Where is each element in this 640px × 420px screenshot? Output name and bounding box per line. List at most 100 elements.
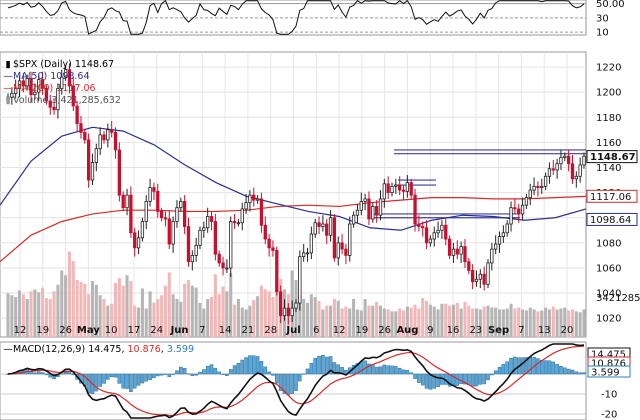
macd-histogram-bar: [286, 373, 291, 396]
candle-body: [513, 207, 517, 210]
candle-body: [451, 248, 456, 256]
macd-histogram-bar: [513, 356, 517, 375]
volume-bar: [98, 295, 102, 337]
candle-body: [186, 226, 191, 263]
date-tick-label: 19: [356, 325, 369, 336]
volume-bar: [202, 308, 206, 337]
candle-body: [163, 217, 168, 220]
candle-body: [540, 185, 544, 188]
volume-bar: [240, 307, 244, 337]
volume-bar: [486, 305, 490, 337]
symbol-swatch-icon: ▮: [5, 59, 11, 70]
macd-histogram-bar: [40, 372, 45, 375]
candle-body: [547, 168, 552, 177]
macd-hist-value: 3.599: [166, 344, 195, 355]
volume-bar: [467, 305, 471, 337]
macd-label: MACD(12,26,9): [13, 344, 86, 355]
macd-swatch-icon: —: [3, 344, 13, 355]
date-tick-label: 21: [242, 325, 255, 336]
date-tick-label: 9: [427, 325, 433, 336]
candle-body: [17, 80, 22, 89]
macd-histogram-bar: [401, 369, 406, 375]
macd-histogram-bar: [501, 364, 506, 375]
volume-bar: [233, 304, 237, 337]
macd-histogram-bar: [578, 372, 582, 375]
macd-histogram-bar: [424, 373, 429, 389]
macd-histogram-bar: [463, 373, 467, 385]
last-price-tag-box: [586, 150, 638, 164]
candle-body: [194, 244, 198, 256]
macd-hist-tag-box: [587, 365, 631, 378]
date-tick-label: Jun: [170, 325, 189, 336]
volume-bar: [79, 281, 83, 337]
price-tick-label: 1020: [596, 314, 621, 325]
macd-histogram-bar: [309, 362, 314, 375]
macd-histogram-bar: [574, 371, 579, 375]
volume-bar: [137, 307, 141, 337]
rsi-tick-label: 50.00: [596, 0, 625, 10]
macd-histogram-bar: [428, 373, 433, 390]
date-tick-label: 12: [333, 325, 346, 336]
macd-signal-value: 10.876: [127, 344, 161, 355]
candle-body: [152, 187, 156, 192]
candle-body: [497, 236, 502, 245]
volume-bar: [14, 297, 18, 337]
candle-body: [570, 163, 575, 180]
volume-legend: ▮ Volume 3,421,285,632: [3, 95, 121, 107]
ma50-price-tag: 1098.64: [590, 215, 631, 226]
candle-body: [79, 123, 83, 133]
macd-histogram-bar: [198, 371, 202, 375]
volume-value: 3,421,285,632: [51, 95, 121, 106]
macd-histogram-bar: [432, 373, 437, 389]
date-tick-label: 26: [59, 325, 72, 336]
candle-body: [121, 194, 125, 209]
macd-histogram-bar: [551, 361, 556, 375]
candle-body: [221, 262, 225, 269]
volume-bar: [94, 284, 98, 337]
candle-body: [71, 85, 75, 107]
macd-value: 14.475: [88, 344, 122, 355]
candle-body: [371, 206, 375, 220]
candle-body: [482, 273, 486, 285]
date-tick-label: Aug: [396, 325, 418, 336]
macd-histogram-bar: [355, 363, 360, 375]
volume-bar: [263, 289, 267, 337]
volume-bar: [44, 298, 48, 337]
candle-body: [33, 91, 37, 96]
volume-bar: [540, 310, 544, 337]
candle-body: [440, 224, 444, 231]
macd-histogram-bar: [539, 359, 544, 375]
volume-bar: [259, 285, 263, 337]
volume-bar: [156, 299, 160, 337]
macd-histogram-bar: [148, 373, 152, 381]
candle-body: [14, 88, 18, 94]
volume-bar: [582, 309, 586, 337]
macd-histogram-bar: [159, 373, 164, 376]
price-tick-label: 1180: [596, 113, 621, 124]
candle-body: [348, 223, 352, 256]
candle-body: [474, 278, 479, 283]
macd-histogram-bar: [129, 373, 133, 392]
candle-body: [202, 227, 206, 231]
candle-body: [244, 202, 248, 210]
volume-bar: [256, 296, 260, 337]
date-tick-label: 14: [219, 325, 232, 336]
price-tick-label: 1220: [596, 63, 621, 74]
volume-bar: [67, 251, 71, 337]
volume-bar: [517, 307, 521, 337]
candle-body: [355, 209, 360, 216]
macd-histogram-bar: [524, 357, 529, 375]
volume-bar: [521, 309, 525, 337]
macd-histogram-bar: [547, 360, 552, 375]
volume-bar: [309, 294, 313, 337]
macd-histogram-bar: [313, 357, 317, 375]
candle-body: [505, 223, 509, 234]
volume-bar: [190, 285, 194, 337]
macd-histogram-bar: [317, 355, 321, 375]
macd-histogram-bar: [386, 365, 390, 375]
macd-histogram-bar: [328, 356, 333, 375]
macd-histogram-bar: [390, 365, 394, 375]
volume-bar: [367, 305, 371, 337]
volume-bar: [25, 299, 29, 337]
